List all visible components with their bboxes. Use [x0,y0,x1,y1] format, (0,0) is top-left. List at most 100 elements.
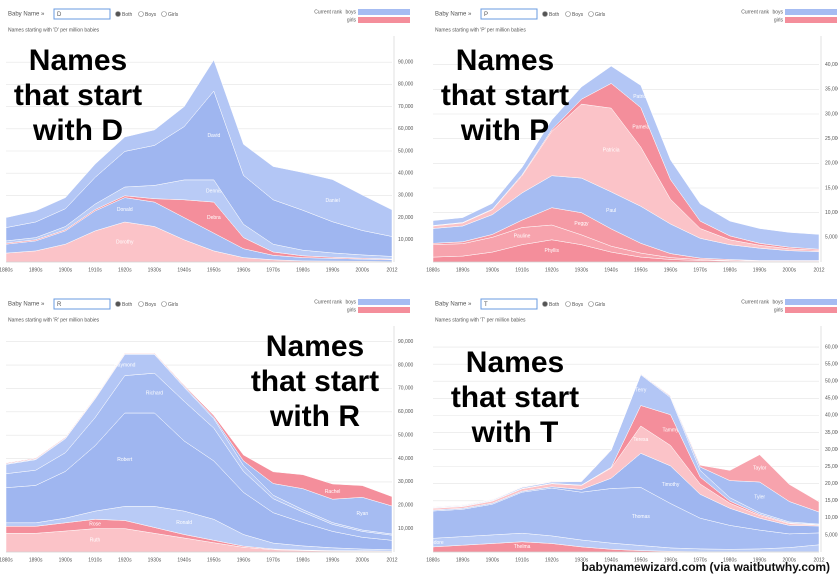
radio-label: Boys [572,302,584,308]
y-tick-label: 50,000 [398,148,414,154]
stream-label: Ronald [176,520,192,526]
radio[interactable] [588,11,594,17]
rank-row-label: girls [774,307,784,313]
input-value: D [57,12,62,18]
x-tick-label: 1940s [604,267,618,273]
x-tick-label: 1980s [723,557,737,563]
stream-label: Terry [635,387,647,393]
name-input[interactable] [480,298,538,310]
stream-label: Daniel [326,198,340,204]
stream [432,65,820,250]
x-tick-label: 1910s [515,267,529,273]
rank-row-label: girls [347,17,357,23]
annotation: with T [471,416,559,449]
x-tick-label: 2012 [386,557,397,563]
annotation: Names [266,330,364,363]
radio-label: Both [549,302,560,308]
input-label: Baby Name » [8,302,45,308]
y-tick-label: 40,000 [825,413,838,419]
stream-label: Taylor [753,466,767,472]
radio[interactable] [138,301,144,307]
stream-label: Ruth [90,538,101,544]
y-tick-label: 20,000 [825,161,838,167]
rank-bar [358,299,410,305]
y-tick-label: 10,000 [398,526,414,532]
x-tick-label: 1930s [575,267,589,273]
stream-label: Debra [207,215,221,221]
input-label: Baby Name » [435,302,472,308]
y-tick-label: 60,000 [825,344,838,350]
name-input[interactable] [480,8,538,20]
y-tick-label: 25,000 [825,464,838,470]
x-tick-label: 1960s [664,557,678,563]
rank-bar [358,9,410,15]
stream-label: Timothy [662,482,680,488]
x-tick-label: 2000s [355,557,369,563]
rank-bar [358,17,410,23]
x-tick-label: 1940s [604,557,618,563]
annotation: Names [29,44,127,77]
name-input[interactable] [53,8,111,20]
input-value: P [484,12,488,18]
radio[interactable] [161,11,167,17]
radio[interactable] [542,301,548,307]
stream-label: Phyllis [545,248,560,254]
rank-label: Current rank [314,9,342,15]
subtitle: Names starting with 'D' per million babi… [8,27,100,33]
y-tick-label: 60,000 [398,409,414,415]
x-tick-label: 1950s [207,267,221,273]
stream-label: Robert [117,457,133,463]
radio-label: Boys [145,302,157,308]
annotation: that start [14,79,142,112]
radio[interactable] [161,301,167,307]
y-tick-label: 30,000 [398,193,414,199]
radio-label: Both [122,302,133,308]
x-tick-label: 1900s [59,267,73,273]
x-tick-label: 1920s [118,557,132,563]
y-tick-label: 30,000 [398,479,414,485]
x-tick-label: 2012 [386,267,397,273]
x-tick-label: 1990s [753,557,767,563]
y-tick-label: 70,000 [398,386,414,392]
stream-label: Patricia [603,147,620,153]
stream-label: Ryan [356,511,368,517]
radio[interactable] [115,301,121,307]
stream-label: Dennis [206,188,222,194]
annotation: that start [251,365,379,398]
stream-label: Donald [117,207,133,213]
x-tick-label: 1900s [486,267,500,273]
stream-label: Thomas [632,514,651,520]
y-tick-label: 5,000 [825,235,838,241]
subtitle: Names starting with 'R' per million babi… [8,317,100,323]
x-tick-label: 1880s [426,557,440,563]
x-tick-label: 1990s [326,267,340,273]
stream-label: Rose [89,521,101,527]
rank-bar [785,17,837,23]
y-tick-label: 40,000 [398,171,414,177]
radio[interactable] [115,11,121,17]
x-tick-label: 1880s [0,557,13,563]
y-tick-label: 90,000 [398,60,414,66]
y-tick-label: 15,000 [825,498,838,504]
y-tick-label: 20,000 [398,215,414,221]
radio[interactable] [565,301,571,307]
x-tick-label: 1880s [426,267,440,273]
radio[interactable] [542,11,548,17]
x-tick-label: 1990s [326,557,340,563]
radio[interactable] [565,11,571,17]
stream-label: Raymond [114,362,136,368]
name-input[interactable] [53,298,111,310]
x-tick-label: 1980s [296,267,310,273]
radio-label: Girls [595,12,606,18]
y-tick-label: 35,000 [825,87,838,93]
radio[interactable] [588,301,594,307]
input-label: Baby Name » [435,12,472,18]
rank-bar [785,299,837,305]
radio[interactable] [138,11,144,17]
y-tick-label: 25,000 [825,136,838,142]
annotation: with R [269,400,360,433]
subtitle: Names starting with 'T' per million babi… [435,317,526,323]
x-tick-label: 1960s [664,267,678,273]
annotation: with P [460,114,549,147]
